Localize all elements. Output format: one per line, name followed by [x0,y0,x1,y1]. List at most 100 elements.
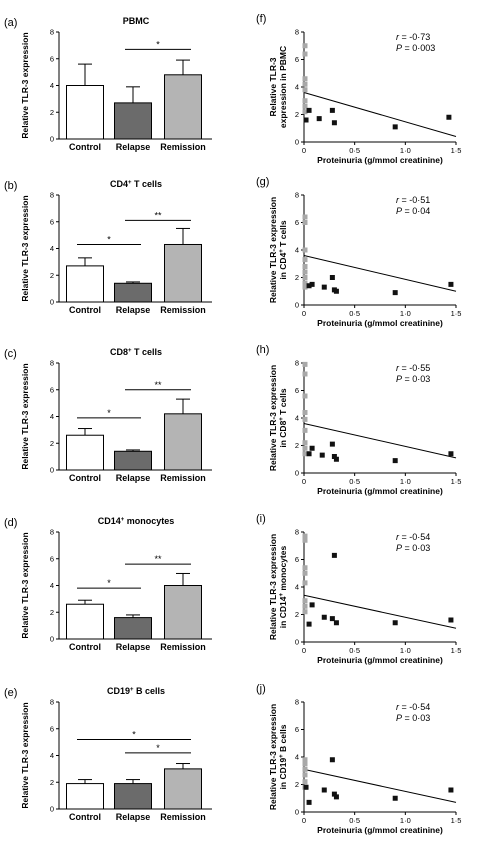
black-data-point [331,791,337,797]
gray-data-point [302,371,308,377]
y-axis-label-line1: Relative TLR-3 expression [268,704,278,810]
black-data-point [448,451,454,457]
gray-data-point [302,445,308,451]
bar [66,603,104,640]
y-tick-label: 2 [50,608,54,617]
gray-data-point [302,565,308,571]
panel-title-rest: monocytes [124,516,174,526]
x-tick-label: 1·0 [400,646,411,655]
y-axis-label-line2-rest: B cells [278,724,288,754]
r-value: r = -0·55 [396,363,430,373]
panel-title-sup: + [130,687,134,693]
y-tick-label: 2 [50,271,54,280]
r-number: = -0·54 [399,702,430,712]
category-label: Relapse [116,812,151,822]
p-value: P = 0·03 [396,543,430,553]
panel-letter: (e) [4,687,17,699]
category-label: Control [69,305,101,315]
panel-title-sup: + [128,180,132,186]
bar [114,783,152,810]
gray-data-point [302,51,308,57]
bar [114,282,152,303]
gray-data-point [302,393,308,399]
y-axis-label-line2: in CD19+ B cells [278,724,288,789]
x-tick-label: 1·5 [451,309,462,318]
panel-title-base: CD14 [98,516,121,526]
black-data-point [306,451,312,457]
gray-data-point [302,427,308,433]
p-symbol: P [396,543,402,553]
category-label: Remission [160,142,206,152]
y-tick-label: 0 [295,808,299,817]
significance-label: * [107,234,111,244]
x-tick-label: 0·5 [349,816,360,825]
bar [164,243,202,303]
gray-data-point [302,247,308,253]
panel-letter: (i) [256,513,266,525]
y-tick-label: 0 [50,298,54,307]
r-number: = -0·55 [399,363,430,373]
p-value: P = 0·03 [396,374,430,384]
panel-title: CD14+ monocytes [98,516,175,526]
black-data-point [331,454,337,459]
gray-data-point [302,43,308,49]
black-data-point [333,794,339,800]
black-data-point [329,275,335,280]
panel-title: CD4+ T cells [110,179,162,189]
y-tick-label: 0 [295,469,299,478]
p-number: = 0·04 [402,206,430,216]
panel-letter: (d) [4,517,17,529]
black-data-point [306,283,312,289]
black-data-point [331,120,337,126]
black-data-point [329,616,335,622]
r-symbol: r [396,195,400,205]
x-axis-label: Proteinuria (g/mmol creatinine) [317,318,443,328]
y-axis-label-line2-base: in CD4 [278,252,288,279]
bar [164,413,202,471]
bar [164,585,202,640]
x-axis-label: Proteinuria (g/mmol creatinine) [317,655,443,665]
y-axis-label: Relative TLR-3 expression [20,532,30,638]
y-tick-label: 6 [295,218,299,227]
y-tick-label: 8 [295,698,299,707]
y-tick-label: 6 [50,217,54,226]
panel-title: CD19+ B cells [107,686,165,696]
gray-data-point [302,451,308,457]
y-axis-label-line2-rest: T cells [278,220,288,249]
category-label: Control [69,812,101,822]
gray-data-point [302,416,308,422]
x-tick-label: 1·5 [451,146,462,155]
y-axis-label: Relative TLR-3 expression [20,195,30,301]
r-number: = -0·51 [399,195,430,205]
y-tick-label: 0 [50,466,54,475]
y-tick-label: 2 [295,441,299,450]
panel-title-sup: + [128,348,132,354]
y-tick-label: 4 [295,246,299,255]
y-axis-label-line2: expression in PBMC [278,46,288,128]
bar [164,768,202,810]
p-symbol: P [396,206,402,216]
bar [114,102,152,140]
regression-line [303,92,457,137]
gray-data-point [302,76,308,82]
gray-data-point [302,98,308,104]
panel-title: CD8+ T cells [110,347,162,357]
y-tick-label: 2 [50,439,54,448]
y-axis-label-line2-rest: T cells [278,388,288,417]
y-axis-label: Relative TLR-3 expression [20,363,30,469]
y-tick-label: 8 [295,528,299,537]
gray-data-point [302,537,308,543]
y-tick-label: 4 [50,581,54,590]
category-label: Remission [160,473,206,483]
y-axis-label-line1: Relative TLR-3 expression [268,534,278,640]
gray-data-point [302,598,308,604]
y-tick-label: 0 [50,805,54,814]
y-axis-label-line2-sup: + [279,417,285,421]
panel-title-sup: + [121,517,125,523]
black-data-point [333,620,339,626]
gray-data-point [302,284,308,290]
black-data-point [448,617,454,623]
x-tick-label: 0 [302,816,306,825]
p-value: P = 0·003 [396,43,435,53]
